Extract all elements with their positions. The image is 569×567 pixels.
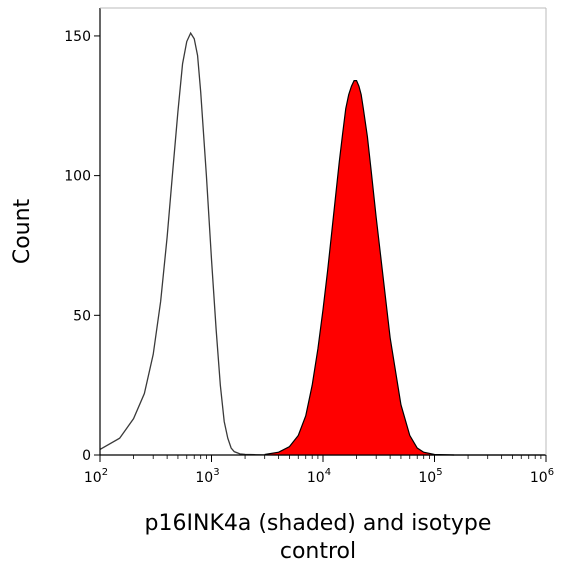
y-tick-label-0: 0 — [82, 448, 91, 464]
x-tick-exponent: 6 — [548, 467, 554, 478]
x-tick-label-1: 103 — [195, 467, 219, 486]
x-tick-exponent: 5 — [436, 467, 442, 478]
x-tick-base: 10 — [195, 470, 213, 486]
x-axis-title-line-0: p16INK4a (shaded) and isotype — [145, 511, 492, 536]
y-axis-title: Count — [10, 198, 35, 264]
x-tick-base: 10 — [530, 470, 548, 486]
x-tick-label-0: 102 — [84, 467, 108, 486]
x-tick-label-4: 106 — [530, 467, 554, 486]
x-tick-base: 10 — [307, 470, 325, 486]
x-tick-base: 10 — [418, 470, 436, 486]
series-1-area — [264, 80, 455, 455]
y-tick-label-3: 150 — [64, 29, 91, 45]
x-tick-label-2: 104 — [307, 467, 331, 486]
x-axis-title-line-1: control — [280, 539, 356, 564]
x-tick-exponent: 3 — [213, 467, 219, 478]
y-tick-label-2: 100 — [64, 169, 91, 185]
x-tick-label-3: 105 — [418, 467, 442, 486]
x-tick-exponent: 4 — [325, 467, 331, 478]
x-tick-base: 10 — [84, 470, 102, 486]
series-1-outline — [264, 80, 455, 456]
y-tick-label-1: 50 — [73, 308, 91, 324]
x-tick-exponent: 2 — [102, 467, 108, 478]
